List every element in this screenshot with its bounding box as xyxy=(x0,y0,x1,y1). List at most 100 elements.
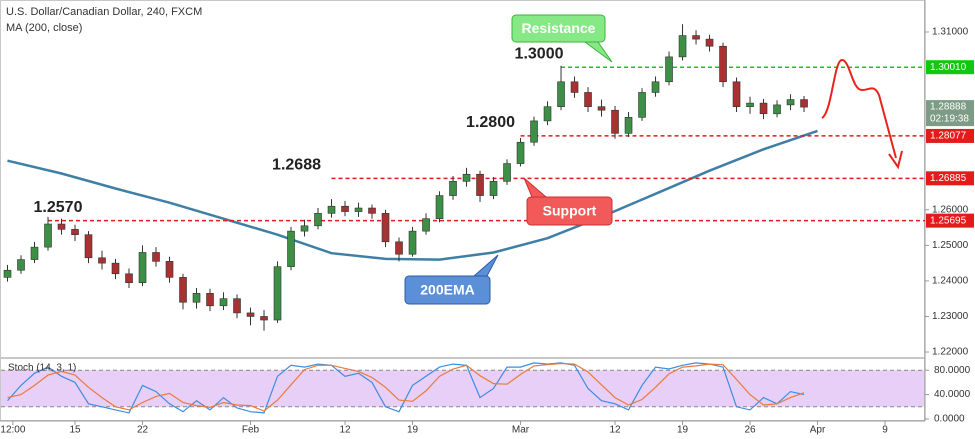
level-annotation: 1.2800 xyxy=(466,114,515,131)
candle-body xyxy=(287,230,295,267)
x-tick-label: Feb xyxy=(242,425,260,436)
countdown-label: 02:19:38 xyxy=(930,114,969,125)
candle-body xyxy=(341,205,349,212)
callout-text: Resistance xyxy=(522,20,596,36)
candle-body xyxy=(624,117,633,134)
candle-body xyxy=(638,92,646,118)
candle-body xyxy=(125,273,133,283)
stoch-title: Stoch (14, 3, 1) xyxy=(8,363,76,374)
stoch-line xyxy=(7,362,805,414)
candle-body xyxy=(233,298,241,314)
candle-body xyxy=(746,102,754,107)
y-tick-label: 1.22000 xyxy=(932,347,969,358)
candle-body xyxy=(651,81,660,93)
candle-body xyxy=(732,81,741,107)
candle-body xyxy=(570,81,579,93)
callout-text: 200EMA xyxy=(420,282,474,298)
y-tick-label: 80.0000 xyxy=(934,365,971,376)
candle-body xyxy=(17,259,25,271)
candle-body xyxy=(800,99,808,108)
x-tick-label: 26 xyxy=(744,425,756,436)
ma-line xyxy=(7,129,818,261)
candle-body xyxy=(381,213,390,243)
candle-body xyxy=(71,229,79,235)
stoch-band xyxy=(1,370,924,407)
level-axis-box xyxy=(926,60,974,75)
candle-body xyxy=(462,173,471,182)
candle-body xyxy=(476,173,484,196)
plot-layer: 1.31000 1.26000 1.25000 1.24000 1.23000 1.220… xyxy=(0,14,974,436)
y-tick-label: 1.31000 xyxy=(932,27,969,38)
x-tick-label: 15 xyxy=(69,425,81,436)
candle-body xyxy=(489,181,498,196)
callout-text: Support xyxy=(543,203,597,219)
candle-body xyxy=(192,293,201,303)
ma-legend: MA (200, close) xyxy=(6,22,82,34)
level-annotation: 1.3000 xyxy=(515,45,564,62)
x-tick-label: 9 xyxy=(882,425,888,436)
x-tick-label: 19 xyxy=(407,425,419,436)
candle-body xyxy=(692,35,700,40)
candle-body xyxy=(368,207,376,214)
candle-body xyxy=(44,223,52,248)
candle-body xyxy=(354,207,363,212)
candle-body xyxy=(678,35,687,58)
level-axis-box xyxy=(926,213,974,228)
x-tick-label: Mar xyxy=(512,425,530,436)
candle-body xyxy=(260,316,268,321)
candle-body xyxy=(611,109,619,134)
candle-body xyxy=(314,213,322,227)
candle-body xyxy=(138,252,147,283)
candle-body xyxy=(3,269,12,278)
y-tick-label: 40.0000 xyxy=(934,389,971,400)
y-tick-label: 0.0000 xyxy=(934,414,965,425)
candle-body xyxy=(179,277,187,303)
candle-body xyxy=(408,230,417,255)
candle-body xyxy=(449,181,457,196)
candle-body xyxy=(773,104,781,115)
candle-body xyxy=(435,195,444,219)
callout-box xyxy=(404,275,491,305)
level-axis-label: 1.30010 xyxy=(930,62,967,73)
x-tick-label: 22 xyxy=(137,425,149,436)
candle-body xyxy=(152,252,160,262)
y-tick-label: 1.23000 xyxy=(932,311,969,322)
callout-box xyxy=(526,196,613,226)
candle-body xyxy=(665,56,673,83)
level-axis-box xyxy=(926,128,974,143)
forecast-arrowhead xyxy=(888,150,903,170)
candle-body xyxy=(84,234,93,259)
candle-body xyxy=(786,99,795,106)
x-tick-label: Apr xyxy=(810,425,826,436)
candle-body xyxy=(206,293,214,307)
level-annotation: 1.2570 xyxy=(34,199,83,216)
y-tick-label: 1.26000 xyxy=(932,204,969,215)
last-price-label: 1.28888 xyxy=(930,102,967,113)
y-tick-label: 1.25000 xyxy=(932,240,969,251)
level-axis-label: 1.26885 xyxy=(930,173,967,184)
x-tick-label: 12 xyxy=(609,425,621,436)
candle-body xyxy=(246,312,255,317)
chart-title: U.S. Dollar/Canadian Dollar, 240, FXCM xyxy=(6,6,202,18)
candle-body xyxy=(273,266,282,321)
level-axis-label: 1.25695 xyxy=(930,215,967,226)
candle-body xyxy=(719,45,727,83)
candle-body xyxy=(98,257,106,264)
candle-body xyxy=(327,205,336,214)
candle-body xyxy=(422,218,430,232)
x-tick-label: 12 xyxy=(339,425,351,436)
level-axis-box xyxy=(926,171,974,186)
candle-body xyxy=(57,223,66,230)
candle-body xyxy=(530,120,538,143)
callout-box xyxy=(511,14,606,43)
candle-body xyxy=(557,81,565,107)
candle-body xyxy=(759,102,768,115)
candle-body xyxy=(584,92,592,107)
x-tick-label: 19 xyxy=(677,425,689,436)
candle-body xyxy=(111,262,120,275)
x-tick-label: 12:00 xyxy=(0,425,25,436)
forecast-arrow xyxy=(821,58,897,159)
